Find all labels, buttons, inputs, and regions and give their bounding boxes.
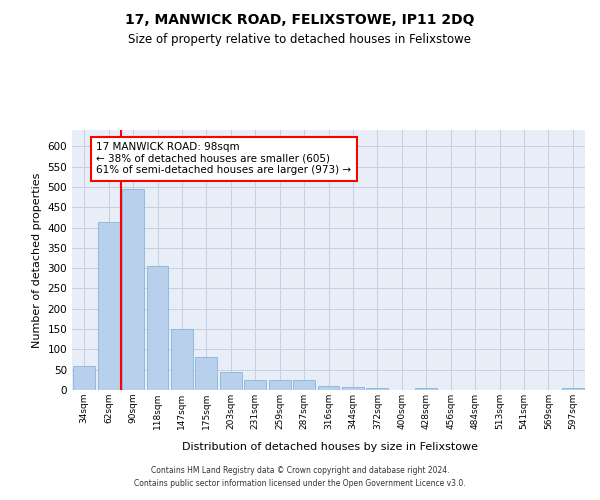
Bar — [269, 380, 290, 390]
Bar — [342, 387, 364, 390]
Bar — [146, 266, 169, 390]
Bar — [415, 388, 437, 390]
Text: Contains HM Land Registry data © Crown copyright and database right 2024.
Contai: Contains HM Land Registry data © Crown c… — [134, 466, 466, 487]
Bar — [220, 372, 242, 390]
Text: Size of property relative to detached houses in Felixstowe: Size of property relative to detached ho… — [128, 32, 472, 46]
Bar — [196, 356, 217, 390]
Text: Distribution of detached houses by size in Felixstowe: Distribution of detached houses by size … — [182, 442, 478, 452]
Bar — [122, 189, 144, 390]
Text: 17, MANWICK ROAD, FELIXSTOWE, IP11 2DQ: 17, MANWICK ROAD, FELIXSTOWE, IP11 2DQ — [125, 12, 475, 26]
Bar — [562, 388, 584, 390]
Bar — [317, 386, 340, 390]
Bar — [367, 388, 388, 390]
Y-axis label: Number of detached properties: Number of detached properties — [32, 172, 42, 348]
Bar — [73, 366, 95, 390]
Bar — [244, 380, 266, 390]
Bar — [171, 329, 193, 390]
Text: 17 MANWICK ROAD: 98sqm
← 38% of detached houses are smaller (605)
61% of semi-de: 17 MANWICK ROAD: 98sqm ← 38% of detached… — [97, 142, 352, 176]
Bar — [98, 222, 119, 390]
Bar — [293, 380, 315, 390]
